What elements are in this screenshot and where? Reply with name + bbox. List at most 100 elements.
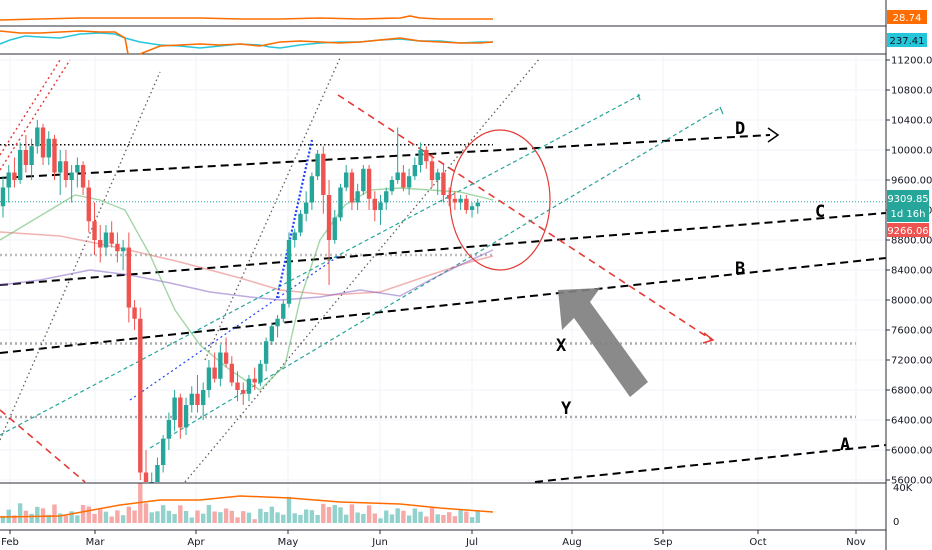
trendline-b	[0, 257, 887, 354]
candle-body	[378, 202, 383, 210]
candle-body	[321, 153, 326, 195]
volume-bar	[86, 506, 91, 523]
candle-body	[332, 217, 337, 240]
candle-body	[63, 161, 69, 180]
candles	[0, 120, 480, 483]
volume-bar	[469, 517, 475, 523]
volume-bar	[326, 507, 332, 523]
candle-body	[389, 180, 395, 192]
volume-bar	[281, 514, 286, 523]
volume-bar	[178, 505, 183, 523]
volume-bar	[344, 514, 349, 523]
candle-body	[115, 243, 120, 252]
red-dotted-line-2	[0, 59, 61, 156]
candle-body	[143, 472, 149, 482]
volume-pane	[0, 482, 886, 523]
volume-bar	[269, 506, 275, 523]
channel-line-1	[0, 71, 161, 441]
candle-body	[40, 127, 46, 158]
x-tick-label: Aug	[562, 537, 582, 548]
candle-body	[235, 382, 240, 390]
y-tick-label: 8400.00	[891, 266, 932, 277]
candle-body	[252, 378, 257, 383]
candle-body	[309, 176, 315, 203]
candle-body	[229, 363, 234, 383]
candle-body	[126, 247, 132, 308]
volume-bar	[126, 506, 132, 523]
candle-body	[92, 221, 97, 240]
x-tick-label: Jul	[465, 537, 478, 548]
candle-body	[166, 420, 172, 439]
candle-body	[372, 198, 377, 210]
main-pane	[0, 55, 886, 483]
candle-body	[355, 191, 360, 203]
volume-bar	[235, 517, 240, 523]
volume-bar	[418, 511, 423, 523]
candle-body	[103, 232, 109, 248]
x-tick-label: Jun	[371, 537, 388, 548]
candle-body	[418, 150, 423, 165]
grid	[0, 55, 886, 530]
volume-bar	[229, 510, 234, 523]
volume-bar	[321, 503, 326, 523]
volume-bar	[315, 515, 320, 523]
volume-bar	[429, 507, 435, 523]
volume-bar	[441, 515, 446, 523]
volume-bar	[246, 512, 252, 523]
candle-body	[263, 341, 269, 364]
candle-body	[17, 150, 23, 180]
candle-body	[338, 187, 343, 218]
red-dotted-line-1	[0, 59, 71, 171]
volume-bar	[309, 510, 315, 523]
candle-body	[23, 150, 29, 165]
candle-body	[212, 367, 217, 379]
volume-bar	[475, 510, 480, 523]
x-tick-label: May	[278, 537, 299, 548]
channel-line-3	[204, 57, 341, 361]
annotation-x: X	[556, 336, 567, 356]
candle-body	[69, 172, 74, 180]
y-tick-label: 6400.00	[891, 416, 932, 427]
x-tick-label: Nov	[846, 537, 866, 548]
candle-body	[201, 390, 206, 405]
volume-bar	[389, 514, 395, 523]
candle-body	[384, 191, 389, 203]
sma-purple-line	[0, 249, 494, 301]
candle-body	[361, 168, 366, 192]
last-price-value: 9309.85	[887, 194, 928, 205]
annotation-c: C	[815, 202, 825, 222]
volume-ma-line	[0, 495, 494, 518]
volume-bar	[223, 508, 229, 523]
candle-body	[424, 150, 429, 162]
volume-bar	[218, 512, 223, 523]
volume-bar	[349, 504, 355, 523]
volume-bar	[286, 496, 292, 523]
volume-bar	[166, 510, 172, 523]
indicator-1-value: 28.74	[893, 13, 922, 24]
candle-body	[218, 352, 223, 379]
candle-body	[429, 161, 435, 180]
candle-body	[155, 465, 160, 482]
annotation-b: B	[735, 259, 745, 279]
y-tick-label: 11200.00	[891, 56, 932, 67]
annotation-y: Y	[561, 399, 572, 419]
trendline-d	[0, 134, 771, 179]
volume-bar	[446, 512, 452, 523]
volume-bar	[355, 512, 360, 523]
volume-bar	[109, 516, 114, 523]
candle-body	[172, 397, 177, 420]
candle-body	[258, 363, 263, 383]
y-tick-label: 7200.00	[891, 356, 932, 367]
sma-green-line	[0, 187, 494, 391]
volume-bar	[189, 517, 194, 523]
volume-bar	[292, 513, 297, 523]
volume-bar	[212, 511, 217, 523]
y-tick-label: 6000.00	[891, 446, 932, 457]
y-tick-label: 6800.00	[891, 386, 932, 397]
annotation-a: A	[840, 435, 850, 455]
candle-body	[246, 378, 252, 394]
volume-zero-label: 0	[893, 517, 899, 528]
volume-bar	[92, 513, 97, 523]
candle-body	[401, 172, 406, 188]
